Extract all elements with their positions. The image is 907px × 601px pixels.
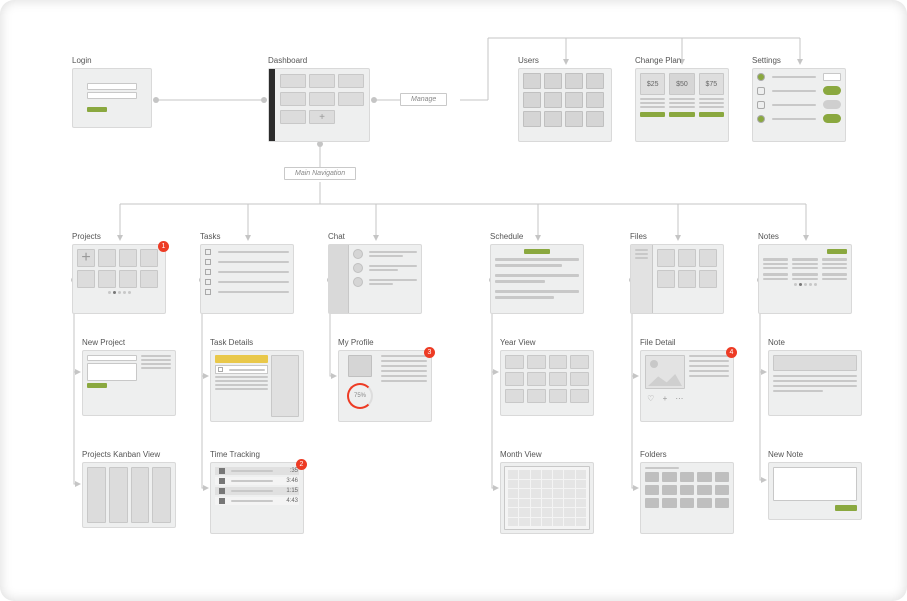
node-folders: Folders xyxy=(640,450,734,534)
node-taskdetails: Task Details xyxy=(210,338,304,422)
annot-manage: Manage xyxy=(400,93,447,106)
node-filedetail: File Detail 4 ♡ + ⋯ xyxy=(640,338,734,422)
node-kanban: Projects Kanban View xyxy=(82,450,176,528)
title-changeplan: Change Plan xyxy=(635,56,729,65)
node-notes: Notes xyxy=(758,232,852,314)
badge-projects: 1 xyxy=(158,241,169,252)
node-monthview: Month View xyxy=(500,450,594,534)
title-notes: Notes xyxy=(758,232,852,241)
node-yearview: Year View xyxy=(500,338,594,416)
node-users: Users xyxy=(518,56,612,142)
node-dashboard: Dashboard + xyxy=(268,56,370,142)
node-projects: Projects 1 + xyxy=(72,232,166,314)
title-login: Login xyxy=(72,56,152,65)
annot-main-nav: Main Navigation xyxy=(284,167,356,180)
title-files: Files xyxy=(630,232,724,241)
node-settings: Settings xyxy=(752,56,846,142)
title-projects: Projects xyxy=(72,232,166,241)
node-tasks: Tasks xyxy=(200,232,294,314)
node-chat: Chat xyxy=(328,232,422,314)
node-myprofile: My Profile 3 75% xyxy=(338,338,432,422)
node-files: Files xyxy=(630,232,724,314)
title-tasks: Tasks xyxy=(200,232,294,241)
node-newnote: New Note xyxy=(768,450,862,520)
node-login: Login xyxy=(72,56,152,128)
title-chat: Chat xyxy=(328,232,422,241)
title-settings: Settings xyxy=(752,56,846,65)
sitemap-stage: Manage Main Navigation Login Dashboard xyxy=(0,0,907,601)
node-schedule: Schedule xyxy=(490,232,584,314)
node-note: Note xyxy=(768,338,862,416)
node-changeplan: Change Plan $25 $50 $75 xyxy=(635,56,729,142)
title-users: Users xyxy=(518,56,612,65)
node-newproject: New Project xyxy=(82,338,176,416)
node-timetracking: Time Tracking 2 :35 3:46 1:15 4:43 xyxy=(210,450,304,534)
title-dashboard: Dashboard xyxy=(268,56,370,65)
title-schedule: Schedule xyxy=(490,232,584,241)
